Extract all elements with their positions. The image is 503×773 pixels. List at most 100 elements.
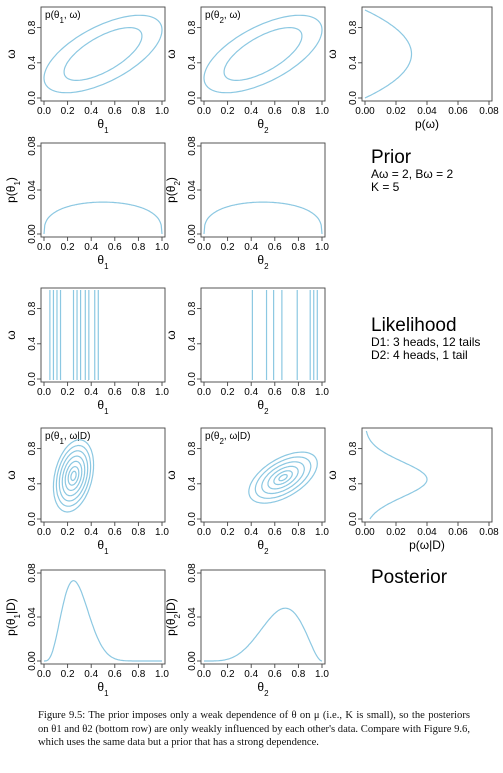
likelihood-legend: Likelihood D1: 3 heads, 12 tails D2: 4 h… — [371, 316, 480, 362]
posterior-heading: Posterior — [371, 568, 447, 588]
prior-joint-2-panel: 0.0 0.2 0.4 0.6 0.8 1.00.00.40.8θ2ωp(θ2, ω) — [164, 7, 329, 135]
x-axis-title: θ2 — [257, 117, 269, 135]
x-axis-title: θ1 — [97, 398, 109, 416]
posterior-theta-1-panel: 0.0 0.2 0.4 0.6 0.8 1.0 0.00 0.04 0.08 θ1 p(θ1|D) — [4, 563, 169, 698]
x-tick-label: 0.8 — [291, 242, 305, 253]
x-tick-label: 1.0 — [155, 527, 169, 538]
prior-legend: Prior Aω = 2, Bω = 2 K = 5 — [371, 148, 453, 194]
x-axis-title: θ1 — [97, 117, 109, 135]
x-tick-label: 0.0 — [37, 387, 51, 398]
density-curve — [366, 431, 427, 519]
x-tick-label: 0.04 — [417, 527, 437, 538]
x-tick-label: 0.08 — [479, 106, 499, 117]
x-tick-label: 0.2 — [221, 387, 235, 398]
x-tick-label: 0.2 — [221, 242, 235, 253]
x-tick-label: 0.4 — [244, 669, 258, 680]
panel-title: p(θ1, ω) — [45, 10, 81, 25]
y-tick-label: 0.8 — [27, 441, 38, 455]
prior-omega-panel: 0.00 0.02 0.04 0.06 0.08 0.0 0.4 0.8 p(ω) ω — [325, 7, 499, 131]
y-axis-title: ω — [164, 330, 178, 339]
x-tick-label: 0.8 — [291, 106, 305, 117]
y-axis-title: ω — [325, 49, 339, 58]
x-tick-label: 0.4 — [84, 387, 98, 398]
x-axis-title: p(ω|D) — [409, 538, 445, 552]
x-tick-label: 0.8 — [131, 527, 145, 538]
x-axis-title: θ1 — [97, 538, 109, 556]
posterior-omega-panel: 0.00 0.02 0.04 0.06 0.08 0.0 0.4 0.8 p(ω|D) ω — [325, 428, 499, 552]
x-tick-label: 0.6 — [108, 242, 122, 253]
x-tick-label: 0.0 — [37, 527, 51, 538]
x-tick-label: 0.8 — [291, 527, 305, 538]
x-tick-label: 0.6 — [108, 387, 122, 398]
y-tick-label: 0.0 — [187, 372, 198, 386]
prior-theta-2-panel: 0.0 0.2 0.4 0.6 0.8 1.0 0.00 0.04 0.08 θ2 p(θ2) — [164, 136, 329, 271]
y-tick-label: 0.4 — [348, 476, 359, 490]
x-tick-label: 0.4 — [244, 527, 258, 538]
x-tick-label: 0.02 — [386, 106, 406, 117]
x-tick-label: 1.0 — [155, 106, 169, 117]
x-tick-label: 0.06 — [448, 106, 468, 117]
plot-frame — [201, 288, 325, 382]
y-axis-title: p(θ1) — [4, 177, 22, 203]
x-axis-title: θ2 — [257, 398, 269, 416]
panel-title: p(θ2, ω|D) — [205, 431, 250, 446]
x-tick-label: 0.02 — [386, 527, 406, 538]
x-axis-title: θ1 — [97, 253, 109, 271]
y-axis-title: ω — [325, 470, 339, 479]
y-tick-label: 0.0 — [187, 91, 198, 105]
contour-line — [279, 475, 287, 481]
contour-line — [44, 15, 162, 92]
y-tick-label: 0.0 — [27, 512, 38, 526]
x-tick-label: 0.6 — [108, 527, 122, 538]
x-axis-title: p(ω) — [415, 117, 439, 131]
y-axis-title: ω — [164, 470, 178, 479]
x-tick-label: 0.2 — [221, 527, 235, 538]
y-tick-label: 0.4 — [27, 476, 38, 490]
x-tick-label: 0.0 — [37, 106, 51, 117]
x-tick-label: 0.8 — [291, 669, 305, 680]
x-tick-label: 0.6 — [268, 527, 282, 538]
x-axis-title: θ1 — [97, 680, 109, 698]
x-tick-label: 0.6 — [268, 106, 282, 117]
x-tick-label: 0.4 — [84, 106, 98, 117]
y-tick-label: 0.08 — [187, 563, 198, 583]
x-tick-label: 0.0 — [197, 242, 211, 253]
likelihood-1-panel: 0.0 0.2 0.4 0.6 0.8 1.00.00.40.8θ1ω — [4, 288, 169, 416]
y-tick-label: 0.0 — [27, 91, 38, 105]
x-tick-label: 0.0 — [197, 106, 211, 117]
x-tick-label: 1.0 — [315, 106, 329, 117]
figure-caption: Figure 9.5: The prior imposes only a wea… — [38, 709, 470, 750]
y-tick-label: 0.08 — [27, 136, 38, 156]
panel-title: p(θ1, ω|D) — [45, 431, 90, 446]
x-tick-label: 0.0 — [197, 669, 211, 680]
y-tick-label: 0.8 — [187, 441, 198, 455]
y-tick-label: 0.08 — [187, 136, 198, 156]
x-tick-label: 0.4 — [84, 242, 98, 253]
posterior-joint-2-panel: 0.0 0.2 0.4 0.6 0.8 1.0 0.0 0.4 0.8 θ2 ω p(θ2, ω|D) — [164, 428, 329, 556]
contour-line — [274, 471, 292, 485]
contour-line — [64, 28, 142, 81]
panel-title: p(θ2, ω) — [205, 10, 241, 25]
plot-frame — [41, 570, 165, 664]
x-axis-title: θ2 — [257, 680, 269, 698]
x-tick-label: 0.00 — [355, 527, 375, 538]
y-tick-label: 0.0 — [348, 91, 359, 105]
x-tick-label: 0.6 — [268, 242, 282, 253]
y-tick-label: 0.0 — [348, 512, 359, 526]
prior-heading: Prior — [371, 148, 453, 168]
y-axis-title: p(θ2|D) — [164, 598, 182, 636]
y-tick-label: 0.8 — [187, 301, 198, 315]
x-axis-title: θ2 — [257, 538, 269, 556]
density-curve — [44, 202, 162, 234]
contour-line — [65, 461, 82, 490]
x-tick-label: 1.0 — [315, 242, 329, 253]
prior-line-2: K = 5 — [371, 181, 453, 194]
posterior-joint-1-panel: 0.0 0.2 0.4 0.6 0.8 1.0 0.0 0.4 0.8 θ1 ω p(θ1, ω|D) — [4, 428, 169, 556]
x-tick-label: 1.0 — [155, 669, 169, 680]
likelihood-2-panel: 0.0 0.2 0.4 0.6 0.8 1.0 0.0 0.4 0.8 θ2 ω — [164, 288, 329, 416]
x-tick-label: 0.2 — [221, 669, 235, 680]
y-tick-label: 0.4 — [348, 55, 359, 69]
x-tick-label: 0.4 — [84, 527, 98, 538]
plot-frame — [362, 7, 492, 101]
plot-frame — [41, 288, 165, 382]
